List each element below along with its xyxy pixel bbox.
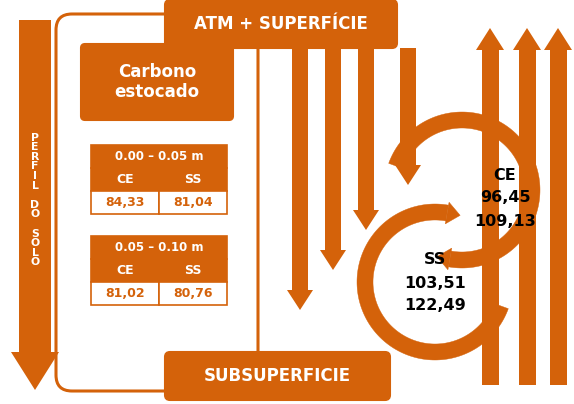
Text: 0.00 – 0.05 m: 0.00 – 0.05 m bbox=[115, 150, 203, 163]
FancyBboxPatch shape bbox=[159, 168, 227, 191]
Text: SS: SS bbox=[184, 173, 201, 186]
FancyBboxPatch shape bbox=[56, 14, 258, 391]
Polygon shape bbox=[445, 202, 460, 224]
Text: SS: SS bbox=[424, 252, 446, 267]
FancyBboxPatch shape bbox=[81, 44, 233, 120]
FancyBboxPatch shape bbox=[91, 259, 159, 282]
Polygon shape bbox=[292, 48, 308, 290]
Polygon shape bbox=[549, 50, 567, 385]
Text: 81,02: 81,02 bbox=[105, 287, 145, 300]
FancyBboxPatch shape bbox=[165, 352, 390, 400]
Polygon shape bbox=[358, 48, 374, 210]
FancyBboxPatch shape bbox=[159, 282, 227, 305]
FancyBboxPatch shape bbox=[91, 236, 227, 259]
Polygon shape bbox=[482, 50, 498, 385]
Polygon shape bbox=[353, 210, 379, 230]
FancyBboxPatch shape bbox=[91, 282, 159, 305]
Text: CE: CE bbox=[494, 168, 517, 183]
Text: 109,13: 109,13 bbox=[474, 213, 536, 229]
Text: CE: CE bbox=[116, 173, 134, 186]
Polygon shape bbox=[395, 165, 421, 185]
Polygon shape bbox=[19, 20, 51, 352]
Polygon shape bbox=[325, 48, 341, 250]
Polygon shape bbox=[518, 50, 536, 385]
Text: P
E
R
F
I
L
 
D
O
 
S
O
L
O: P E R F I L D O S O L O bbox=[30, 133, 40, 267]
Polygon shape bbox=[513, 28, 541, 50]
Text: SS: SS bbox=[184, 264, 201, 277]
Polygon shape bbox=[11, 352, 59, 390]
FancyBboxPatch shape bbox=[159, 259, 227, 282]
Text: 80,76: 80,76 bbox=[173, 287, 213, 300]
FancyBboxPatch shape bbox=[165, 0, 397, 48]
Polygon shape bbox=[400, 48, 416, 165]
Text: 0.05 – 0.10 m: 0.05 – 0.10 m bbox=[115, 241, 203, 254]
Polygon shape bbox=[357, 204, 509, 360]
Polygon shape bbox=[389, 112, 540, 268]
FancyBboxPatch shape bbox=[91, 168, 159, 191]
Text: 122,49: 122,49 bbox=[404, 299, 466, 314]
Text: SUBSUPERFICIE: SUBSUPERFICIE bbox=[204, 367, 351, 385]
Polygon shape bbox=[437, 248, 452, 270]
Text: CE: CE bbox=[116, 264, 134, 277]
Text: Carbono
estocado: Carbono estocado bbox=[114, 63, 200, 101]
Polygon shape bbox=[287, 290, 313, 310]
Text: 103,51: 103,51 bbox=[404, 276, 466, 290]
Polygon shape bbox=[476, 28, 504, 50]
Text: 96,45: 96,45 bbox=[480, 191, 530, 206]
Text: 84,33: 84,33 bbox=[105, 196, 145, 209]
Text: 81,04: 81,04 bbox=[173, 196, 213, 209]
FancyBboxPatch shape bbox=[91, 145, 227, 168]
Polygon shape bbox=[544, 28, 572, 50]
Polygon shape bbox=[320, 250, 346, 270]
Text: ATM + SUPERFÍCIE: ATM + SUPERFÍCIE bbox=[194, 15, 368, 33]
FancyBboxPatch shape bbox=[159, 191, 227, 214]
FancyBboxPatch shape bbox=[91, 191, 159, 214]
